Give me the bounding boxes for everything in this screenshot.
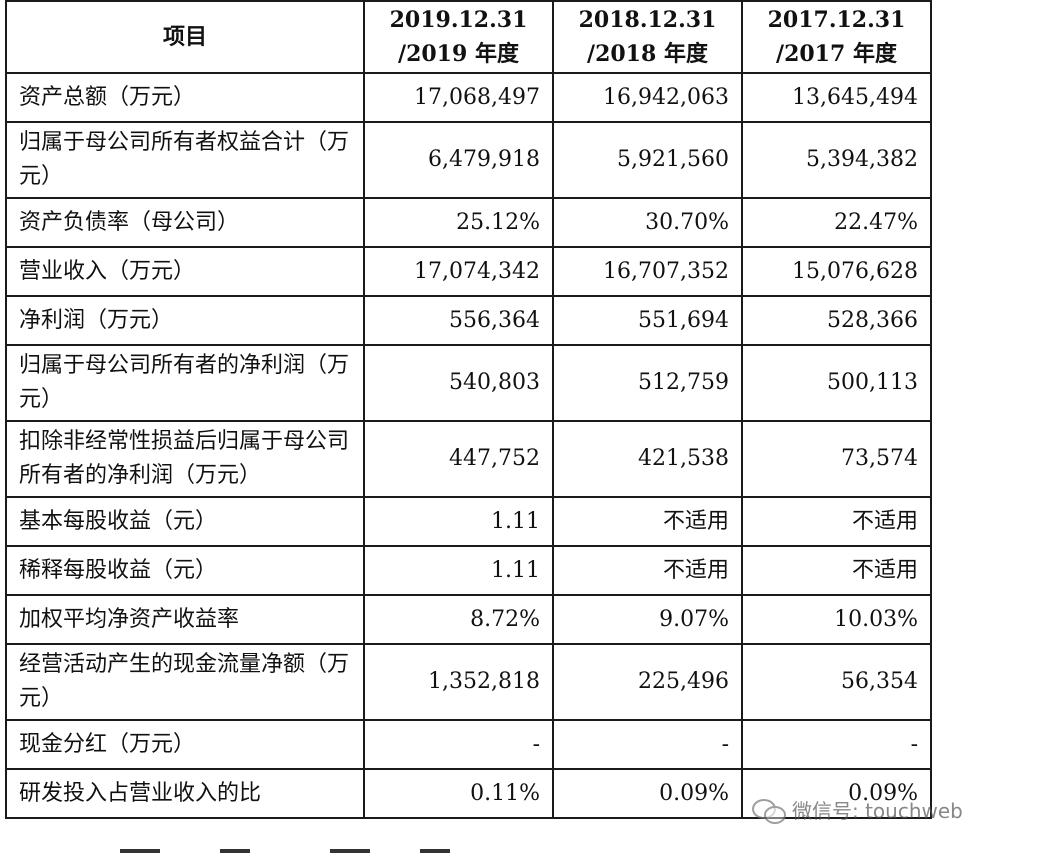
header-2019-year: /2019 年度: [398, 41, 519, 67]
header-2018-year: /2018 年度: [587, 41, 708, 67]
cell-2017: 56,354: [741, 643, 932, 721]
table-row: 现金分红（万元） - - -: [5, 719, 932, 770]
cell-2018: 512,759: [552, 344, 743, 422]
cell-2019: -: [363, 719, 554, 770]
cell-2018: 421,538: [552, 420, 743, 498]
header-2018-date: 2018.12.31: [578, 7, 717, 33]
table-row: 归属于母公司所有者的净利润（万元） 540,803 512,759 500,11…: [5, 344, 932, 422]
row-label: 资产负债率（母公司）: [5, 197, 365, 248]
cell-2018: 16,942,063: [552, 72, 743, 123]
header-2019-date: 2019.12.31: [389, 7, 528, 33]
cell-2017: 73,574: [741, 420, 932, 498]
cell-2018: 551,694: [552, 295, 743, 346]
header-2017: 2017.12.31 /2017 年度: [741, 0, 932, 74]
table-row: 研发投入占营业收入的比 0.11% 0.09% 0.09%: [5, 768, 932, 819]
row-label: 经营活动产生的现金流量净额（万元）: [5, 643, 365, 721]
header-item: 项目: [5, 0, 365, 74]
cell-2017: 不适用: [741, 545, 932, 596]
row-label: 加权平均净资产收益率: [5, 594, 365, 645]
cell-2019: 1,352,818: [363, 643, 554, 721]
cell-2019: 540,803: [363, 344, 554, 422]
table-row: 资产负债率（母公司） 25.12% 30.70% 22.47%: [5, 197, 932, 248]
cell-2019: 17,074,342: [363, 246, 554, 297]
cell-2019: 6,479,918: [363, 121, 554, 199]
cell-2018: -: [552, 719, 743, 770]
cell-2017: 500,113: [741, 344, 932, 422]
cell-2019: 17,068,497: [363, 72, 554, 123]
cell-2018: 不适用: [552, 545, 743, 596]
cell-2018: 30.70%: [552, 197, 743, 248]
cell-2017: 不适用: [741, 496, 932, 547]
header-2017-year: /2017 年度: [776, 41, 897, 67]
table-row: 经营活动产生的现金流量净额（万元） 1,352,818 225,496 56,3…: [5, 643, 932, 721]
cell-2019: 556,364: [363, 295, 554, 346]
cell-2017: 15,076,628: [741, 246, 932, 297]
row-label: 现金分红（万元）: [5, 719, 365, 770]
row-label: 基本每股收益（元）: [5, 496, 365, 547]
table-row: 归属于母公司所有者权益合计（万元） 6,479,918 5,921,560 5,…: [5, 121, 932, 199]
table-row: 扣除非经常性损益后归属于母公司所有者的净利润（万元） 447,752 421,5…: [5, 420, 932, 498]
cell-2017: 5,394,382: [741, 121, 932, 199]
header-2017-date: 2017.12.31: [767, 7, 906, 33]
cell-2017: 10.03%: [741, 594, 932, 645]
watermark: 微信号: touchweb: [752, 795, 963, 824]
header-2019: 2019.12.31 /2019 年度: [363, 0, 554, 74]
row-label: 归属于母公司所有者权益合计（万元）: [5, 121, 365, 199]
row-label: 营业收入（万元）: [5, 246, 365, 297]
cell-2019: 1.11: [363, 545, 554, 596]
financial-table: 项目 2019.12.31 /2019 年度 2018.12.31 /2018 …: [5, 0, 932, 819]
wechat-icon: [752, 797, 786, 824]
cell-2018: 5,921,560: [552, 121, 743, 199]
cell-2019: 8.72%: [363, 594, 554, 645]
row-label: 扣除非经常性损益后归属于母公司所有者的净利润（万元）: [5, 420, 365, 498]
cell-2018: 16,707,352: [552, 246, 743, 297]
table-row: 加权平均净资产收益率 8.72% 9.07% 10.03%: [5, 594, 932, 645]
cell-2018: 225,496: [552, 643, 743, 721]
row-label: 稀释每股收益（元）: [5, 545, 365, 596]
cell-2018: 0.09%: [552, 768, 743, 819]
cell-2017: 13,645,494: [741, 72, 932, 123]
cell-2017: 528,366: [741, 295, 932, 346]
cell-2019: 1.11: [363, 496, 554, 547]
cell-2017: 22.47%: [741, 197, 932, 248]
cell-2019: 0.11%: [363, 768, 554, 819]
cell-2018: 不适用: [552, 496, 743, 547]
row-label: 资产总额（万元）: [5, 72, 365, 123]
header-row: 项目 2019.12.31 /2019 年度 2018.12.31 /2018 …: [5, 0, 932, 74]
table-row: 基本每股收益（元） 1.11 不适用 不适用: [5, 496, 932, 547]
table-row: 资产总额（万元） 17,068,497 16,942,063 13,645,49…: [5, 72, 932, 123]
watermark-text: 微信号: touchweb: [792, 799, 963, 823]
cell-2019: 25.12%: [363, 197, 554, 248]
row-label: 净利润（万元）: [5, 295, 365, 346]
row-label: 归属于母公司所有者的净利润（万元）: [5, 344, 365, 422]
cell-2017: -: [741, 719, 932, 770]
table-row: 稀释每股收益（元） 1.11 不适用 不适用: [5, 545, 932, 596]
cell-2018: 9.07%: [552, 594, 743, 645]
header-2018: 2018.12.31 /2018 年度: [552, 0, 743, 74]
row-label: 研发投入占营业收入的比: [5, 768, 365, 819]
table-row: 净利润（万元） 556,364 551,694 528,366: [5, 295, 932, 346]
table-row: 营业收入（万元） 17,074,342 16,707,352 15,076,62…: [5, 246, 932, 297]
cell-2019: 447,752: [363, 420, 554, 498]
cropped-text-line: [0, 845, 1044, 857]
